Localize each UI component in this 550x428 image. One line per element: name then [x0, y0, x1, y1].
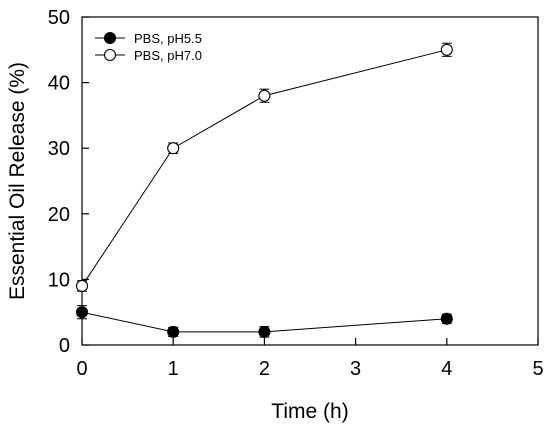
x-tick-label: 4 — [441, 358, 452, 380]
series-layer — [75, 42, 453, 338]
data-point — [75, 279, 89, 293]
y-tick-label: 30 — [48, 138, 70, 160]
data-point — [440, 43, 453, 56]
y-axis: 0 10 20 30 40 50 — [48, 7, 89, 357]
series-0 — [75, 305, 453, 338]
data-point — [440, 312, 453, 325]
x-tick-label: 1 — [168, 358, 179, 380]
legend-marker — [103, 31, 117, 45]
y-tick-label: 0 — [59, 335, 70, 357]
legend-label: PBS, pH7.0 — [134, 48, 202, 63]
series-1 — [75, 42, 453, 293]
data-point — [75, 306, 89, 319]
data-point — [258, 325, 271, 338]
x-tick-label: 3 — [350, 358, 361, 380]
series-line — [81, 49, 447, 287]
legend: PBS, pH5.5 PBS, pH7.0 — [95, 31, 202, 63]
x-tick-label: 0 — [76, 358, 87, 380]
legend-label: PBS, pH5.5 — [134, 31, 202, 46]
y-tick-label: 40 — [48, 73, 70, 95]
y-axis-title: Essential Oil Release (%) — [6, 62, 29, 300]
plot-frame — [81, 16, 539, 346]
x-tick-label: 2 — [259, 358, 270, 380]
data-point — [167, 325, 180, 338]
y-tick-label: 50 — [48, 7, 70, 29]
y-tick-label: 20 — [48, 204, 70, 226]
x-axis: 0 1 2 3 4 5 — [76, 338, 544, 380]
legend-marker — [103, 48, 117, 62]
data-point — [167, 142, 180, 155]
series-line — [81, 311, 447, 333]
x-axis-title: Time (h) — [271, 400, 348, 423]
data-point — [258, 89, 271, 102]
y-tick-label: 10 — [48, 269, 70, 291]
x-tick-label: 5 — [532, 358, 543, 380]
